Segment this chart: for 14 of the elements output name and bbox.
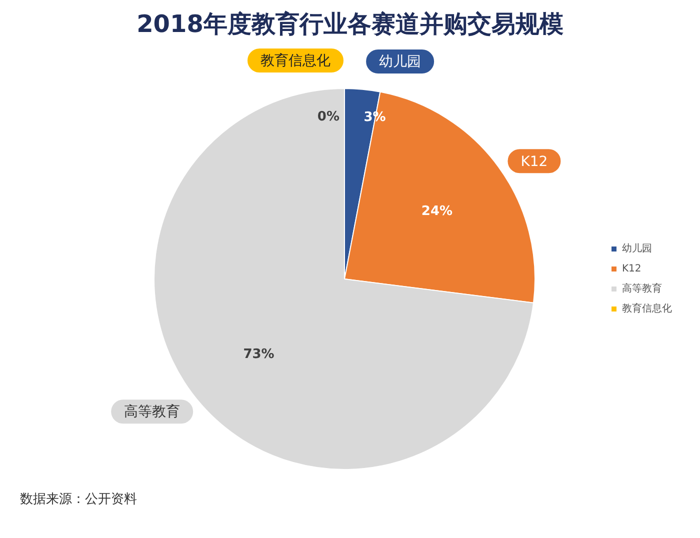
slice-label: 幼儿园 bbox=[379, 54, 422, 70]
legend-label: 教育信息化 bbox=[622, 302, 672, 315]
chart-title: 2018年度教育行业各赛道并购交易规模 bbox=[136, 9, 564, 40]
legend-label: K12 bbox=[622, 264, 642, 275]
legend-label: 高等教育 bbox=[622, 282, 662, 295]
slice-label: K12 bbox=[520, 154, 548, 170]
data-label: 24% bbox=[421, 204, 453, 220]
data-label: 73% bbox=[243, 346, 274, 362]
category-label: 教育信息化 bbox=[260, 53, 330, 70]
slice-label: 高等教育 bbox=[124, 403, 180, 420]
data-label: 3% bbox=[364, 110, 386, 126]
text: 0% bbox=[317, 109, 340, 124]
legend-label: 幼儿园 bbox=[622, 242, 652, 255]
source-note: 数据来源：公开资料 bbox=[20, 491, 138, 508]
